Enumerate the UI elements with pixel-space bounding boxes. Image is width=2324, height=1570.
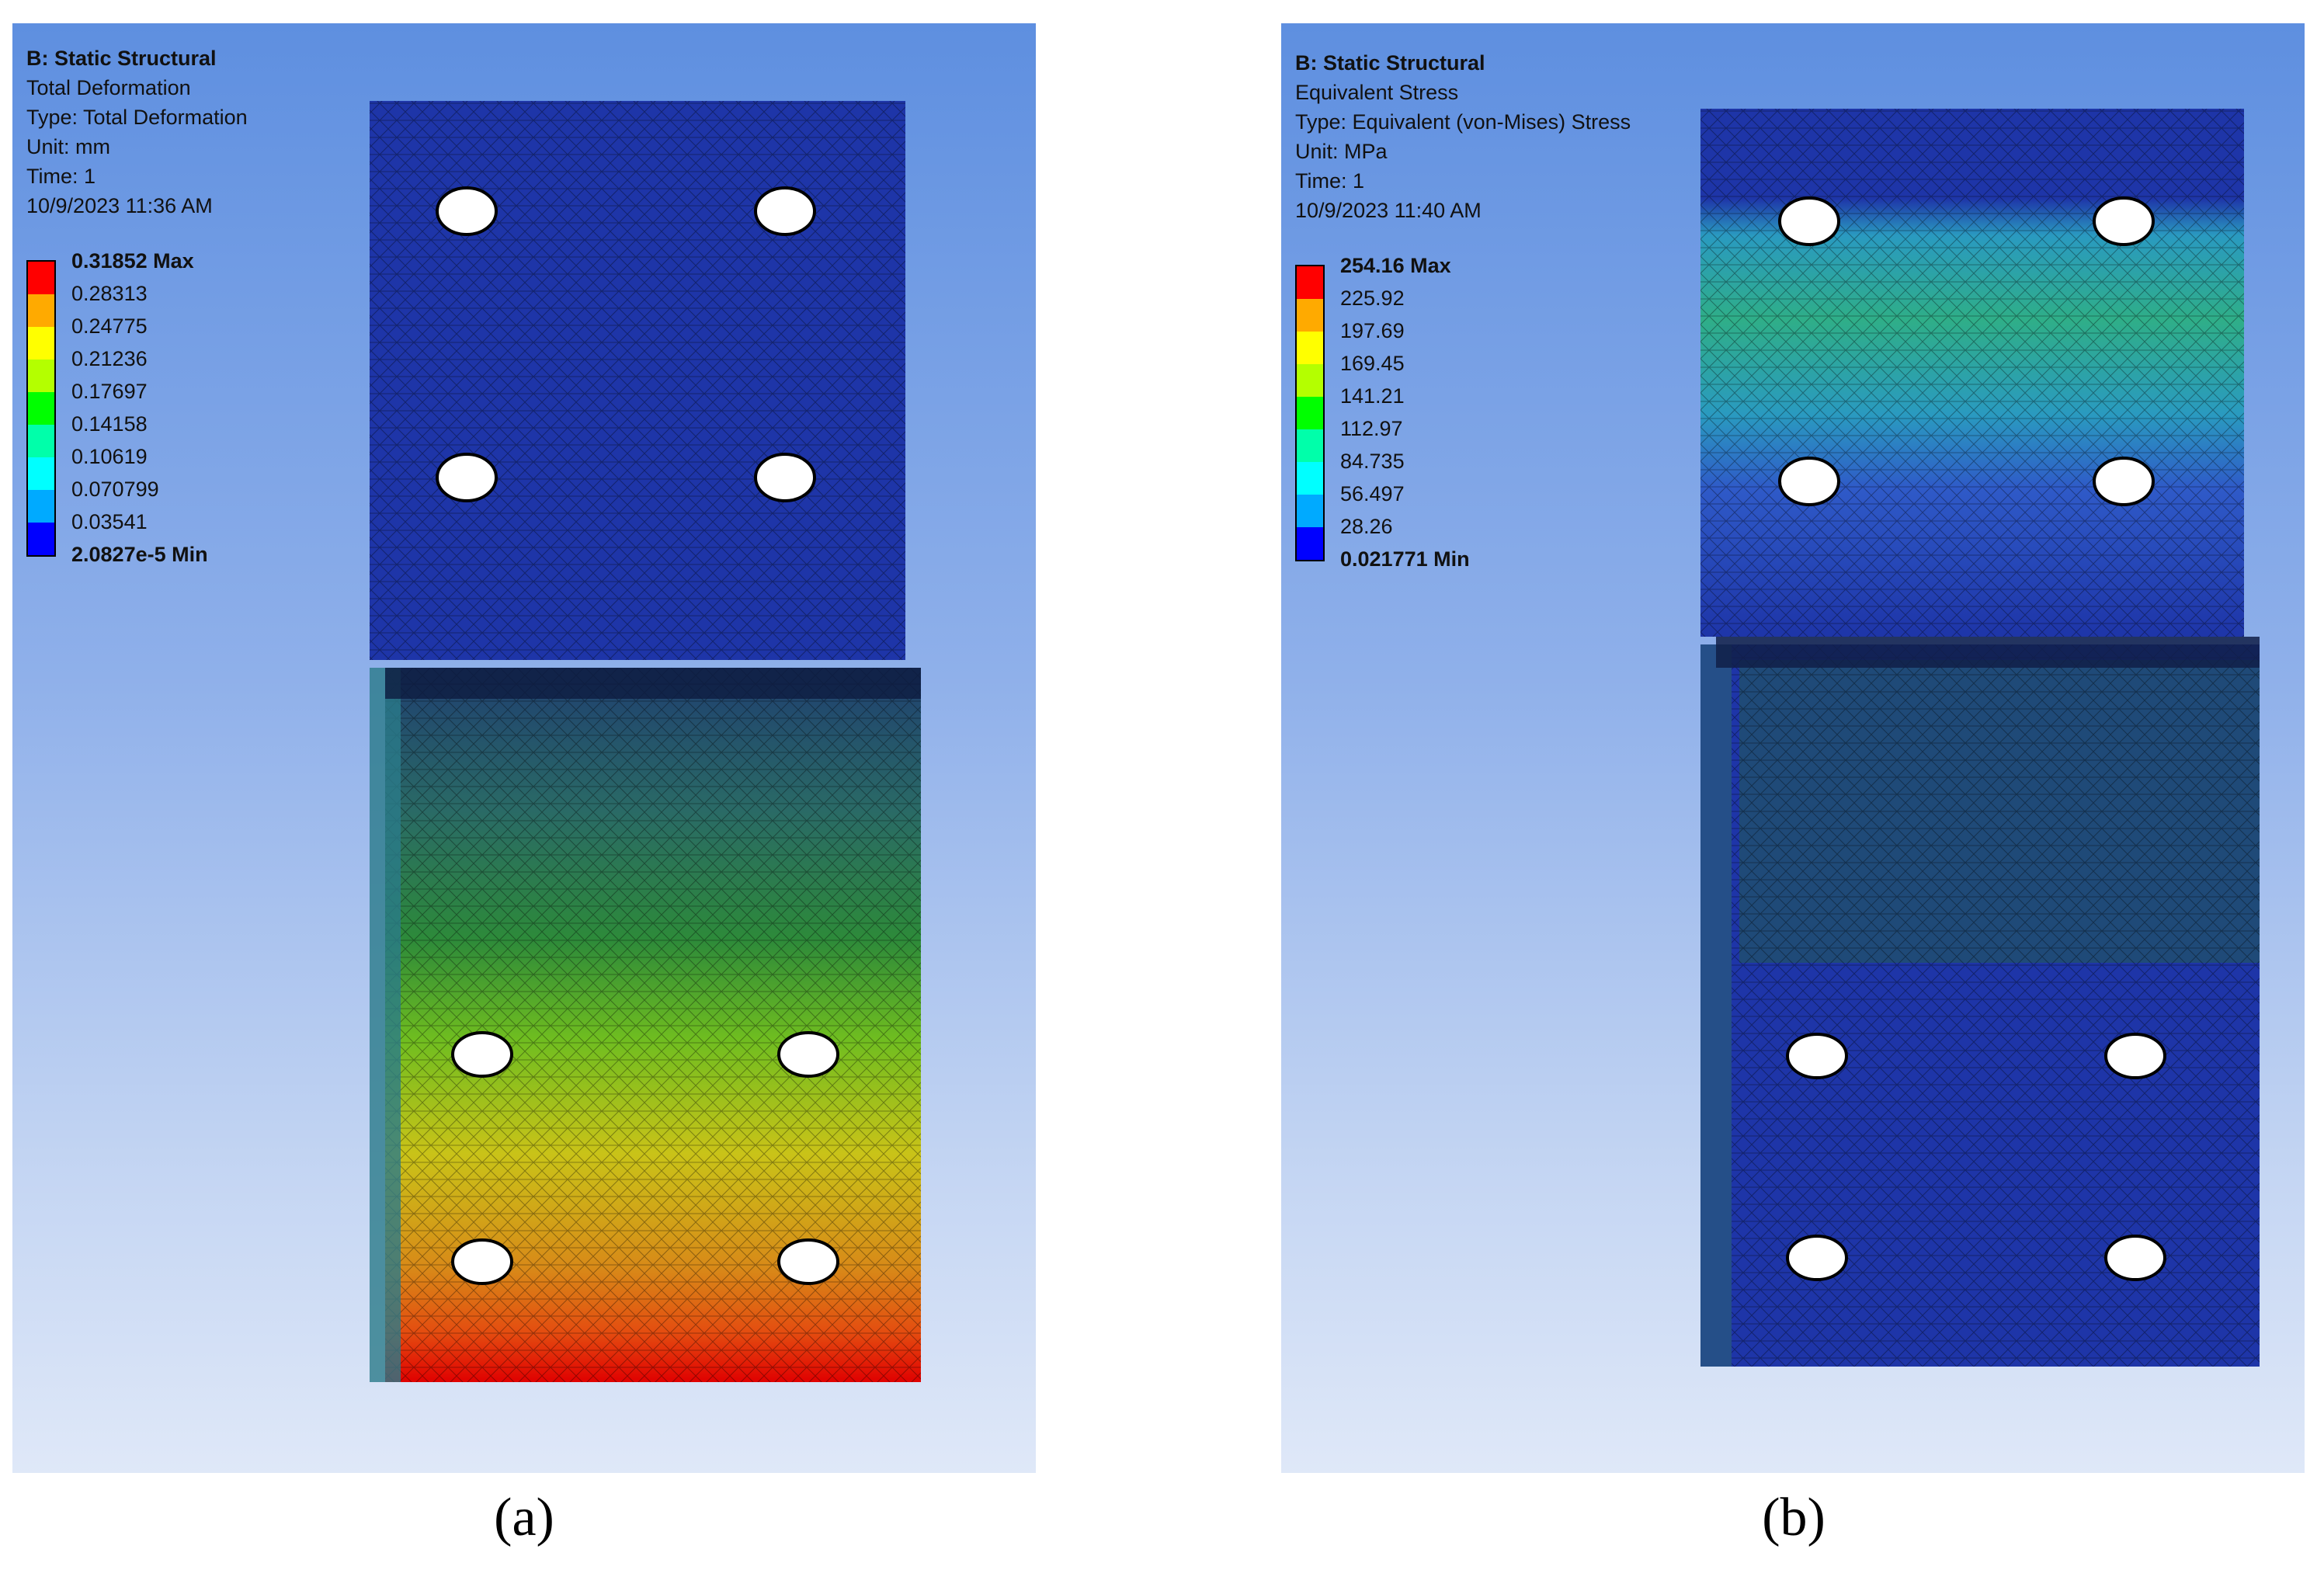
legend-tick: 169.45 bbox=[1340, 352, 1405, 375]
legend-tick: 112.97 bbox=[1340, 417, 1403, 440]
result-unit: Unit: mm bbox=[26, 135, 110, 158]
legend-seg bbox=[1297, 495, 1323, 527]
result-header: B: Static Structural Total Deformation T… bbox=[26, 43, 248, 221]
bolt-hole bbox=[777, 1031, 839, 1078]
legend-seg bbox=[1297, 364, 1323, 397]
result-type: Type: Total Deformation bbox=[26, 106, 248, 129]
legend-seg bbox=[1297, 299, 1323, 332]
side-flange bbox=[1700, 644, 1732, 1367]
legend-tick: 56.497 bbox=[1340, 482, 1405, 505]
bolt-hole bbox=[436, 186, 498, 236]
legend-min: 2.0827e-5 Min bbox=[71, 543, 208, 566]
bolt-hole bbox=[451, 1238, 513, 1285]
legend-seg bbox=[1297, 332, 1323, 364]
legend-min: 0.021771 Min bbox=[1340, 547, 1470, 571]
legend-seg bbox=[28, 457, 54, 490]
legend-seg bbox=[1297, 527, 1323, 560]
result-header: B: Static Structural Equivalent Stress T… bbox=[1295, 48, 1631, 225]
legend-tick: 0.24775 bbox=[71, 314, 148, 338]
bolt-hole bbox=[451, 1031, 513, 1078]
legend-seg bbox=[28, 425, 54, 457]
legend-tick: 0.17697 bbox=[71, 380, 148, 403]
fea-model-stress bbox=[1700, 109, 2260, 1367]
result-date: 10/9/2023 11:36 AM bbox=[26, 194, 213, 217]
bolt-hole bbox=[436, 453, 498, 502]
result-time: Time: 1 bbox=[26, 165, 96, 188]
legend-max: 0.31852 Max bbox=[71, 249, 194, 273]
bend-edge bbox=[1716, 637, 2260, 668]
bolt-hole bbox=[2104, 1033, 2166, 1079]
result-unit: Unit: MPa bbox=[1295, 140, 1388, 163]
legend-max: 254.16 Max bbox=[1340, 254, 1451, 277]
legend-tick: 0.14158 bbox=[71, 412, 148, 436]
legend-tick: 84.735 bbox=[1340, 450, 1405, 473]
legend-seg bbox=[1297, 397, 1323, 429]
bolt-hole bbox=[1786, 1033, 1848, 1079]
legend-seg bbox=[1297, 429, 1323, 462]
result-type: Type: Equivalent (von-Mises) Stress bbox=[1295, 110, 1631, 134]
bolt-hole bbox=[754, 186, 816, 236]
analysis-title: B: Static Structural bbox=[1295, 51, 1485, 75]
legend-seg bbox=[28, 262, 54, 294]
bolt-hole bbox=[2093, 457, 2155, 506]
legend-seg bbox=[28, 523, 54, 555]
legend-seg bbox=[1297, 462, 1323, 495]
bolt-hole bbox=[2093, 196, 2155, 246]
analysis-title: B: Static Structural bbox=[26, 47, 217, 70]
legend-tick: 225.92 bbox=[1340, 287, 1405, 310]
side-flange bbox=[370, 668, 401, 1382]
legend-tick: 0.28313 bbox=[71, 282, 148, 305]
fea-model-deformation bbox=[370, 101, 921, 1382]
viewport-equivalent-stress[interactable]: B: Static Structural Equivalent Stress T… bbox=[1281, 23, 2305, 1473]
legend-color-bar bbox=[26, 260, 56, 557]
legend-color-bar bbox=[1295, 265, 1325, 561]
caption-b: (b) bbox=[1762, 1488, 1826, 1547]
result-time: Time: 1 bbox=[1295, 169, 1365, 193]
legend-tick: 0.21236 bbox=[71, 347, 148, 370]
bolt-hole bbox=[1778, 196, 1840, 246]
legend-seg bbox=[28, 392, 54, 425]
bolt-hole bbox=[777, 1238, 839, 1285]
caption-a: (a) bbox=[494, 1488, 554, 1547]
legend-tick: 28.26 bbox=[1340, 515, 1393, 538]
legend-seg bbox=[28, 327, 54, 360]
bend-edge bbox=[385, 668, 921, 699]
legend-tick: 141.21 bbox=[1340, 384, 1405, 408]
legend-seg bbox=[28, 360, 54, 392]
legend-tick: 0.10619 bbox=[71, 445, 148, 468]
result-name: Total Deformation bbox=[26, 76, 191, 99]
legend-seg bbox=[1297, 266, 1323, 299]
legend-tick: 0.03541 bbox=[71, 510, 148, 533]
bolt-hole bbox=[2104, 1235, 2166, 1281]
bolt-hole bbox=[1778, 457, 1840, 506]
bolt-hole bbox=[754, 453, 816, 502]
viewport-total-deformation[interactable]: B: Static Structural Total Deformation T… bbox=[12, 23, 1036, 1473]
legend-tick: 0.070799 bbox=[71, 478, 159, 501]
upper-plate-mesh bbox=[1700, 109, 2244, 637]
upper-plate-mesh bbox=[370, 101, 905, 660]
bolt-hole bbox=[1786, 1235, 1848, 1281]
legend-seg bbox=[28, 294, 54, 327]
legend-seg bbox=[28, 490, 54, 523]
result-date: 10/9/2023 11:40 AM bbox=[1295, 199, 1482, 222]
result-name: Equivalent Stress bbox=[1295, 81, 1459, 104]
legend-tick: 197.69 bbox=[1340, 319, 1405, 342]
